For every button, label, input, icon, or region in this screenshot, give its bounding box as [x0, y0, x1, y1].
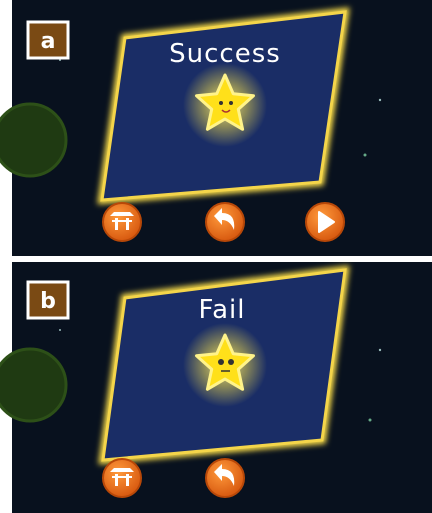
- page: Success a Fail b: [0, 0, 432, 513]
- home-button[interactable]: [103, 203, 141, 241]
- home-button[interactable]: [103, 459, 141, 497]
- panel-label: b: [40, 289, 56, 314]
- screenshot: Success a Fail b: [0, 0, 432, 513]
- planet: [0, 104, 66, 176]
- panel-label: a: [41, 29, 56, 54]
- next-button[interactable]: [306, 203, 344, 241]
- retry-button[interactable]: [206, 459, 244, 497]
- result-title: Fail: [199, 295, 246, 325]
- result-title: Success: [169, 39, 281, 69]
- planet: [0, 349, 66, 421]
- panel-success: Success a: [0, 0, 432, 256]
- retry-button[interactable]: [206, 203, 244, 241]
- panel-fail: Fail b: [0, 262, 432, 513]
